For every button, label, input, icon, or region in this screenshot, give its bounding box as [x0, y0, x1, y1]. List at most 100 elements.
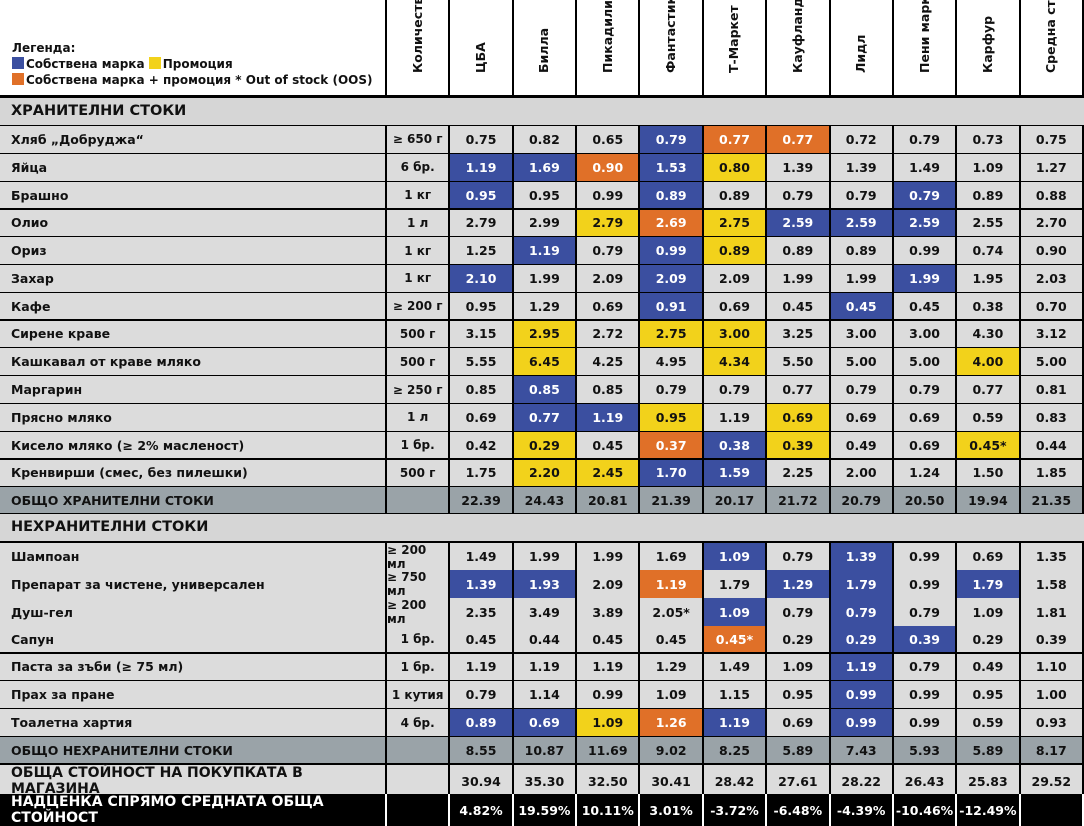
price-cell: 2.99 [513, 209, 578, 237]
quantity-cell: 1 кг [387, 181, 451, 209]
price-cell: 0.45* [957, 431, 1021, 459]
grand-total-cell: 30.94 [450, 765, 514, 797]
price-cell: 0.89 [703, 237, 768, 264]
total-cell: 21.72 [767, 487, 831, 514]
price-cell: 1.50 [957, 459, 1021, 487]
total-cell: 8.17 [1020, 737, 1084, 763]
total-cell: 22.39 [450, 487, 514, 514]
quantity-cell: 1 л [387, 209, 451, 237]
price-cell: 0.77 [703, 126, 768, 153]
price-cell: 2.35 [450, 598, 514, 627]
price-cell: 0.95 [640, 404, 704, 431]
product-name: Душ-гел [0, 598, 387, 627]
markup-cell: -12.49% [957, 794, 1021, 826]
price-cell: 0.79 [767, 542, 831, 571]
column-header: Билла [513, 0, 578, 95]
price-cell: 0.99 [893, 570, 958, 599]
column-header: Пени маркет [893, 0, 958, 95]
product-name: Прах за пране [0, 681, 387, 709]
price-cell: 1.26 [640, 709, 704, 736]
table-row: Паста за зъби (≥ 75 мл) 1 бр. 1.19 1.19 1.19… [0, 653, 1084, 681]
price-cell: 1.19 [450, 653, 514, 681]
legend: Легенда: Собствена марка Промоция Собств… [0, 0, 387, 95]
product-name: Сапун [0, 625, 387, 653]
product-name: Тоалетна хартия [0, 709, 387, 736]
price-cell: 0.69 [767, 404, 831, 431]
price-cell: 0.99 [893, 709, 958, 736]
price-cell: 0.45 [767, 292, 831, 320]
price-cell: 0.38 [703, 431, 768, 459]
total-cell: 11.69 [577, 737, 641, 763]
quantity-cell: 500 г [387, 459, 451, 487]
price-cell: 2.59 [767, 209, 831, 237]
product-name: Паста за зъби (≥ 75 мл) [0, 653, 387, 681]
grand-total-cell: 35.30 [513, 765, 578, 797]
price-cell: 1.49 [450, 542, 514, 571]
table-row: Яйца 6 бр. 1.19 1.69 0.90 1.53 0.80 1.39 1.39 1.4… [0, 153, 1084, 181]
price-cell: 2.59 [893, 209, 958, 237]
price-cell: 1.99 [830, 265, 894, 292]
quantity-cell: 6 бр. [387, 153, 451, 181]
total-cell: 19.94 [957, 487, 1021, 514]
total-cell: 5.93 [893, 737, 958, 763]
price-cell: 3.89 [577, 598, 641, 627]
price-cell: 0.83 [1020, 404, 1084, 431]
quantity-cell: ≥ 250 г [387, 376, 451, 403]
price-cell: 0.45 [577, 625, 641, 653]
markup-cell: -4.39% [830, 794, 894, 826]
price-cell: 0.99 [830, 681, 894, 709]
product-name: Хляб „Добруджа“ [0, 126, 387, 153]
price-cell: 2.55 [957, 209, 1021, 237]
price-cell: 0.95 [450, 292, 514, 320]
price-cell: 1.69 [513, 153, 578, 181]
price-cell: 1.19 [513, 237, 578, 264]
column-header: Средна стойност [1020, 0, 1084, 95]
price-cell: 0.79 [830, 181, 894, 209]
legend-promotion: Промоция [162, 57, 233, 71]
grand-total-cell: 27.61 [767, 765, 831, 797]
price-cell: 1.24 [893, 459, 958, 487]
price-cell: 2.10 [450, 265, 514, 292]
price-cell: 1.19 [577, 404, 641, 431]
quantity-cell: 500 г [387, 348, 451, 376]
price-cell: 1.09 [957, 153, 1021, 181]
price-cell: 0.70 [1020, 292, 1084, 320]
price-cell: 1.79 [703, 570, 768, 599]
price-cell: 0.69 [893, 431, 958, 459]
price-cell: 0.89 [640, 181, 704, 209]
price-cell: 1.99 [767, 265, 831, 292]
table-row: Тоалетна хартия 4 бр. 0.89 0.69 1.09 1.26 1.19… [0, 709, 1084, 736]
price-cell: 2.69 [640, 209, 704, 237]
price-cell: 0.99 [893, 681, 958, 709]
table-row: Захар 1 кг 2.10 1.99 2.09 2.09 2.09 1.99 1.99 1.9… [0, 265, 1084, 292]
price-cell: 1.58 [1020, 570, 1084, 599]
price-cell: 0.45* [703, 625, 768, 653]
quantity-cell: 1 л [387, 404, 451, 431]
quantity-cell: 1 бр. [387, 625, 451, 653]
total-quantity-cell [387, 487, 451, 514]
price-cell: 0.39 [893, 625, 958, 653]
price-cell: 1.27 [1020, 153, 1084, 181]
price-cell: 0.72 [830, 126, 894, 153]
table-row: Брашно 1 кг 0.95 0.95 0.99 0.89 0.89 0.79 0.79 0.… [0, 181, 1084, 209]
price-cell: 1.09 [703, 598, 768, 627]
price-cell: 0.79 [893, 598, 958, 627]
column-header: Лидл [830, 0, 894, 95]
total-cell: 9.02 [640, 737, 704, 763]
price-cell: 0.79 [767, 598, 831, 627]
quantity-cell: 500 г [387, 320, 451, 348]
price-cell: 1.19 [640, 570, 704, 599]
price-cell: 4.34 [703, 348, 768, 376]
price-cell: 6.45 [513, 348, 578, 376]
table-row: Кафе ≥ 200 г 0.95 1.29 0.69 0.91 0.69 0.45 0.45 0… [0, 292, 1084, 320]
price-cell: 4.25 [577, 348, 641, 376]
price-cell: 1.70 [640, 459, 704, 487]
price-cell: 0.95 [450, 181, 514, 209]
price-cell: 2.05* [640, 598, 704, 627]
product-name: Олио [0, 209, 387, 237]
price-cell: 1.29 [767, 570, 831, 599]
column-header: ЦБА [450, 0, 514, 95]
column-header: Т-Маркет [703, 0, 768, 95]
grand-total-label: ОБЩА СТОЙНОСТ НА ПОКУПКАТА В МАГАЗИНА [0, 765, 387, 797]
price-cell: 1.75 [450, 459, 514, 487]
